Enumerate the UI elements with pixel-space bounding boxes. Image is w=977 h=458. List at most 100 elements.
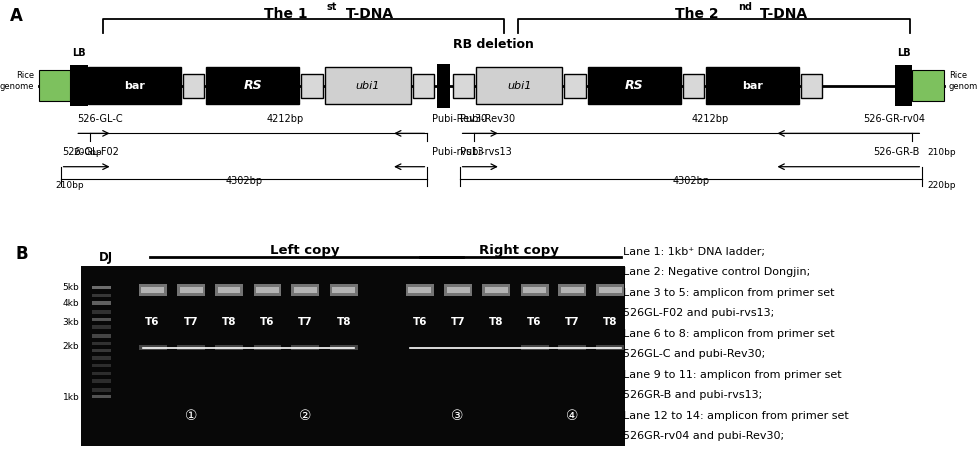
Bar — [92, 371, 111, 375]
Text: ubi1: ubi1 — [356, 81, 379, 91]
Text: nd: nd — [738, 2, 751, 12]
Bar — [329, 345, 358, 350]
Text: ④: ④ — [566, 409, 578, 423]
Text: 526GL-F02 and pubi-rvs13;: 526GL-F02 and pubi-rvs13; — [622, 308, 774, 318]
Bar — [520, 284, 548, 296]
Bar — [587, 67, 680, 104]
Bar — [92, 310, 111, 314]
Bar — [596, 345, 623, 350]
Text: Lane 2: Negative control Dongjin;: Lane 2: Negative control Dongjin; — [622, 267, 810, 278]
Bar — [912, 70, 943, 101]
Text: ubi1: ubi1 — [507, 81, 531, 91]
Bar — [523, 287, 545, 293]
Text: 526GR-rv04 and pubi-Rev30;: 526GR-rv04 and pubi-Rev30; — [622, 431, 784, 441]
Text: Rice
genome: Rice genome — [948, 71, 977, 91]
Bar — [217, 287, 240, 293]
Text: DJ: DJ — [99, 251, 113, 264]
Text: LB: LB — [896, 49, 910, 58]
Bar — [482, 284, 509, 296]
Text: ②: ② — [299, 409, 312, 423]
Bar — [92, 342, 111, 345]
Text: 210bp: 210bp — [56, 181, 84, 190]
Bar — [92, 326, 111, 329]
Bar — [177, 284, 205, 296]
Text: Pubi-rvs13: Pubi-rvs13 — [432, 147, 484, 157]
Bar — [558, 284, 586, 296]
Bar — [894, 65, 912, 106]
Text: 1kb: 1kb — [63, 393, 79, 402]
Text: 4302bp: 4302bp — [226, 176, 262, 186]
Text: 4212bp: 4212bp — [691, 114, 729, 124]
Bar — [412, 74, 434, 98]
Text: Pubi-rvs13: Pubi-rvs13 — [459, 147, 511, 157]
Text: The 2: The 2 — [674, 7, 718, 21]
Bar — [92, 286, 111, 289]
Bar — [215, 284, 242, 296]
Bar — [437, 64, 449, 108]
Bar — [177, 345, 205, 350]
Text: Lane 1: 1kb⁺ DNA ladder;: Lane 1: 1kb⁺ DNA ladder; — [622, 247, 765, 257]
Text: 2kb: 2kb — [63, 343, 79, 351]
Text: 526GR-B and pubi-rvs13;: 526GR-B and pubi-rvs13; — [622, 390, 762, 400]
Text: T6: T6 — [146, 316, 159, 327]
Text: T-DNA: T-DNA — [754, 7, 806, 21]
Bar — [92, 349, 111, 352]
Text: A: A — [10, 7, 22, 25]
Bar — [183, 74, 204, 98]
Bar — [180, 287, 202, 293]
Bar — [444, 284, 472, 296]
Text: 4kb: 4kb — [63, 299, 79, 307]
Bar — [332, 287, 355, 293]
Bar — [484, 287, 507, 293]
Bar — [39, 70, 70, 101]
Text: T-DNA: T-DNA — [341, 7, 393, 21]
Text: T6: T6 — [527, 316, 541, 327]
Bar — [291, 284, 319, 296]
Bar — [452, 74, 474, 98]
Text: T8: T8 — [488, 316, 503, 327]
Bar — [405, 284, 433, 296]
Bar — [139, 345, 166, 350]
Text: T7: T7 — [184, 316, 198, 327]
Bar — [564, 74, 585, 98]
Bar — [256, 287, 278, 293]
Bar — [558, 345, 586, 350]
Text: Pubi-Rev30: Pubi-Rev30 — [459, 114, 514, 124]
Text: T6: T6 — [260, 316, 275, 327]
Text: Lane 3 to 5: amplicon from primer set: Lane 3 to 5: amplicon from primer set — [622, 288, 834, 298]
Bar — [476, 67, 562, 104]
Bar — [88, 67, 181, 104]
Bar — [561, 287, 583, 293]
Text: 526GL-C and pubi-Rev30;: 526GL-C and pubi-Rev30; — [622, 349, 765, 359]
Bar — [92, 294, 111, 297]
Bar — [70, 65, 88, 106]
Bar — [705, 67, 798, 104]
Text: T8: T8 — [222, 316, 236, 327]
Bar — [92, 334, 111, 338]
Text: 526-GR-rv04: 526-GR-rv04 — [863, 114, 924, 124]
Text: T8: T8 — [603, 316, 616, 327]
Text: RB deletion: RB deletion — [453, 38, 533, 51]
Bar — [800, 74, 822, 98]
Text: Rice
genome: Rice genome — [0, 71, 34, 91]
Bar — [682, 74, 703, 98]
Text: T8: T8 — [336, 316, 351, 327]
Text: 210bp: 210bp — [926, 147, 955, 157]
Bar — [139, 284, 166, 296]
Bar — [253, 284, 281, 296]
Bar — [520, 345, 548, 350]
Text: st: st — [326, 2, 337, 12]
Bar — [446, 287, 469, 293]
Bar — [81, 266, 624, 446]
Text: 526-GL-C: 526-GL-C — [77, 114, 123, 124]
Bar — [92, 318, 111, 321]
Text: Lane 12 to 14: amplicon from primer set: Lane 12 to 14: amplicon from primer set — [622, 410, 848, 420]
Bar — [596, 284, 623, 296]
Bar — [92, 395, 111, 398]
Text: 3kb: 3kb — [63, 318, 79, 327]
Bar — [291, 345, 319, 350]
Text: 200bp: 200bp — [73, 147, 102, 157]
Text: LB: LB — [72, 49, 86, 58]
Bar — [92, 301, 111, 305]
Text: Left copy: Left copy — [270, 244, 339, 257]
